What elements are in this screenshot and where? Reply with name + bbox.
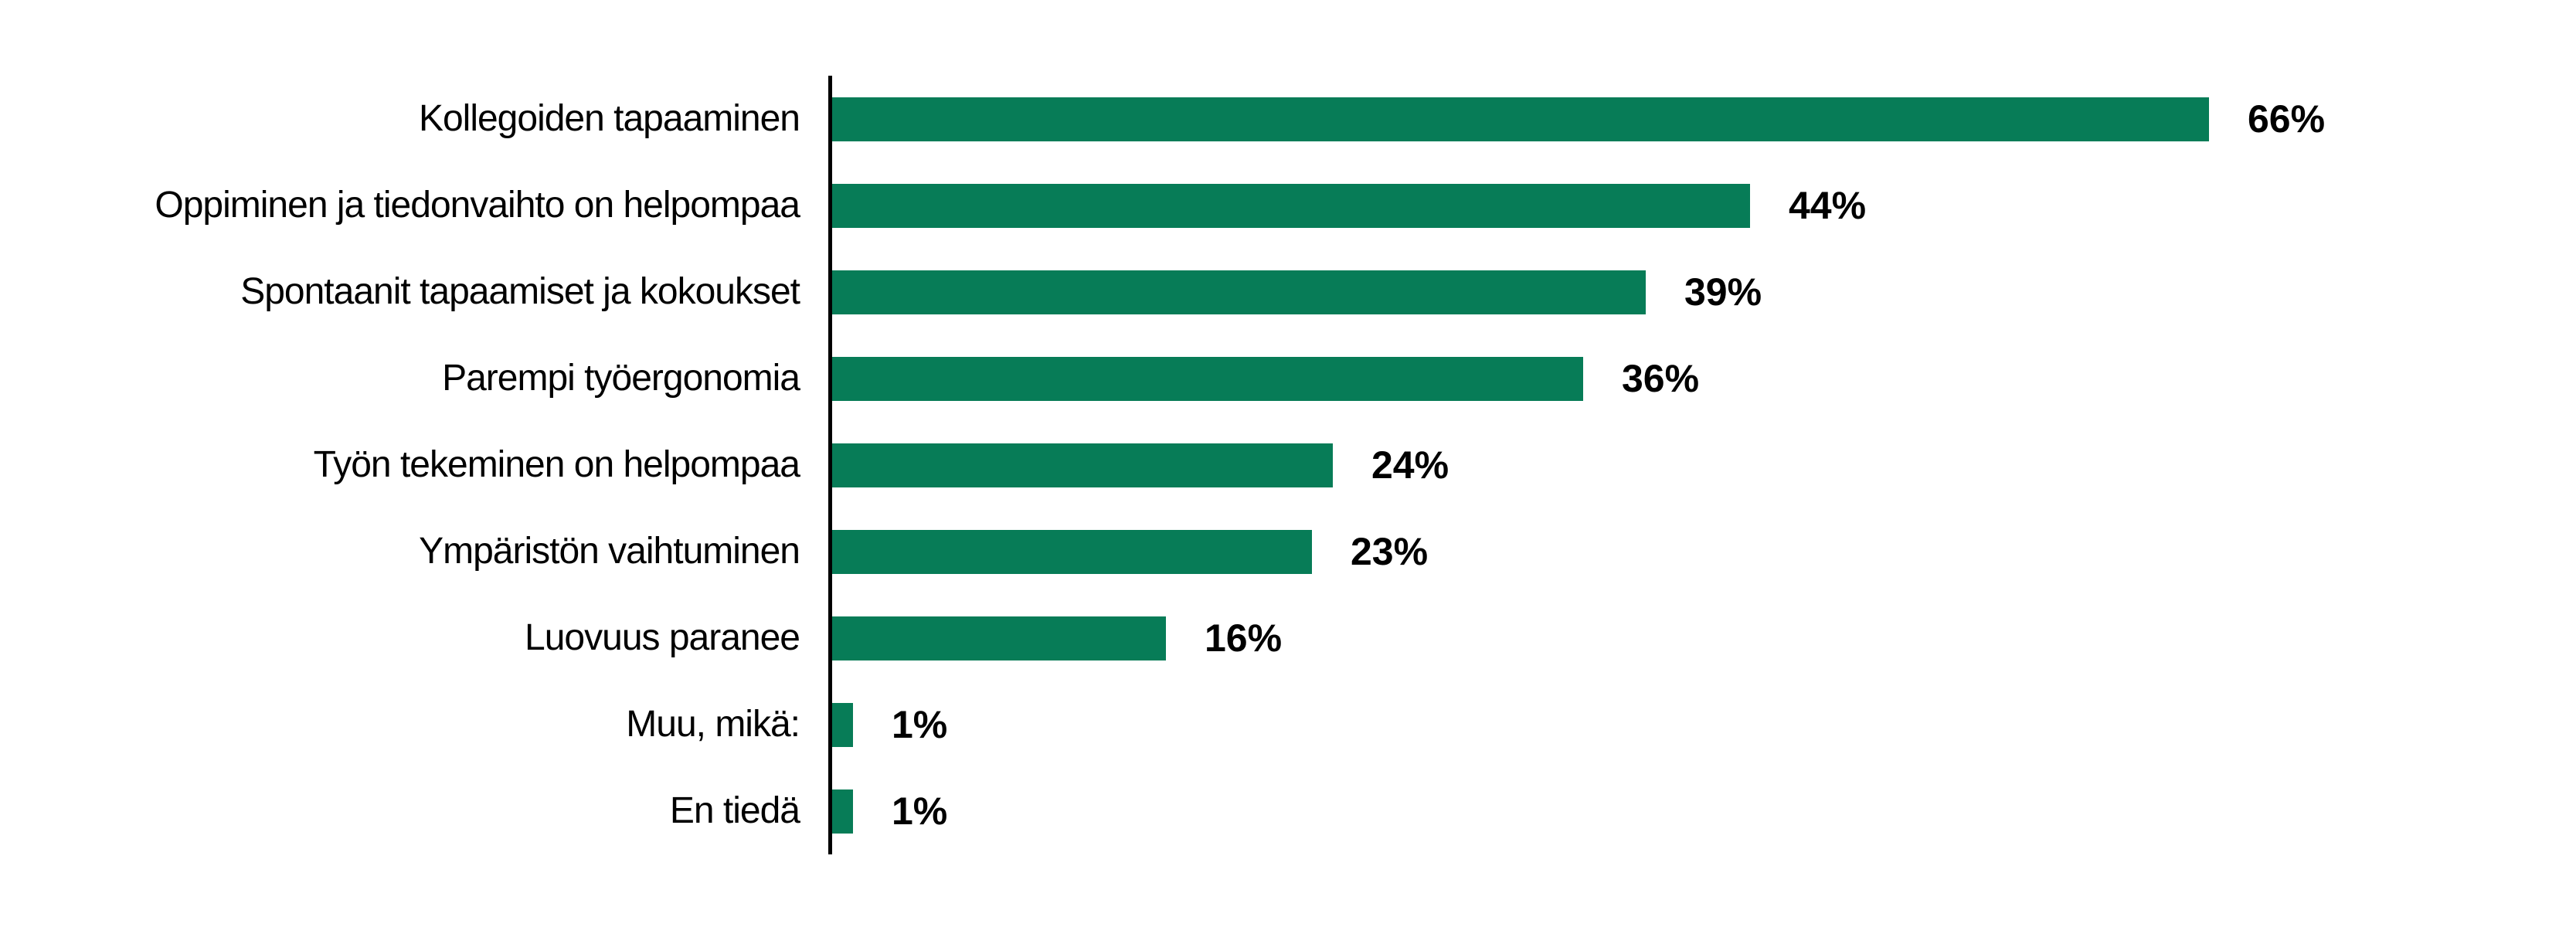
bar-row: Muu, mikä: 1% — [0, 681, 2576, 768]
bar-row: Oppiminen ja tiedonvaihto on helpompaa 4… — [0, 162, 2576, 249]
bar-track: 24% — [832, 443, 2576, 487]
value-label: 66% — [2248, 97, 2326, 141]
value-label: 24% — [1371, 443, 1449, 487]
category-axis-line — [828, 76, 832, 854]
bar — [832, 356, 1583, 401]
value-label: 36% — [1622, 357, 1700, 400]
category-label: Oppiminen ja tiedonvaihto on helpompaa — [155, 185, 800, 226]
bar — [832, 529, 1312, 574]
bar-row: Luovuus paranee 16% — [0, 595, 2576, 681]
value-label: 44% — [1789, 184, 1867, 227]
category-label: Ympäristön vaihtuminen — [419, 531, 800, 572]
bar-track: 23% — [832, 529, 2576, 574]
bar-row: Parempi työergonomia 36% — [0, 335, 2576, 422]
category-label: Luovuus paranee — [525, 617, 800, 658]
bar-row: Työn tekeminen on helpompaa 24% — [0, 422, 2576, 508]
bar-track: 16% — [832, 616, 2576, 660]
bar — [832, 183, 1750, 228]
value-label: 1% — [892, 789, 948, 833]
value-label: 1% — [892, 703, 948, 746]
bar-row: Ympäristön vaihtuminen 23% — [0, 508, 2576, 595]
bar — [832, 616, 1166, 660]
bar-row: En tiedä 1% — [0, 768, 2576, 854]
bar-chart: Kollegoiden tapaaminen 66% Oppiminen ja … — [0, 76, 2576, 854]
category-label: Työn tekeminen on helpompaa — [313, 444, 800, 485]
category-label: Parempi työergonomia — [442, 358, 800, 399]
bar-row: Spontaanit tapaamiset ja kokoukset 39% — [0, 249, 2576, 335]
bar-track: 36% — [832, 356, 2576, 401]
category-label: Kollegoiden tapaaminen — [418, 98, 800, 139]
value-label: 23% — [1351, 530, 1429, 573]
bar-track: 39% — [832, 270, 2576, 314]
value-label: 16% — [1205, 616, 1283, 660]
bar-track: 1% — [832, 789, 2576, 834]
bar — [832, 270, 1646, 314]
bar — [832, 702, 853, 747]
value-label: 39% — [1684, 270, 1762, 314]
bar — [832, 789, 853, 834]
bar — [832, 443, 1333, 487]
category-label: Spontaanit tapaamiset ja kokoukset — [240, 271, 800, 312]
bar-row: Kollegoiden tapaaminen 66% — [0, 76, 2576, 162]
bar-track: 66% — [832, 97, 2576, 141]
category-label: Muu, mikä: — [626, 704, 800, 745]
bar-track: 1% — [832, 702, 2576, 747]
bar-rows: Kollegoiden tapaaminen 66% Oppiminen ja … — [0, 76, 2576, 854]
category-label: En tiedä — [669, 790, 800, 831]
bar-track: 44% — [832, 183, 2576, 228]
bar — [832, 97, 2209, 141]
